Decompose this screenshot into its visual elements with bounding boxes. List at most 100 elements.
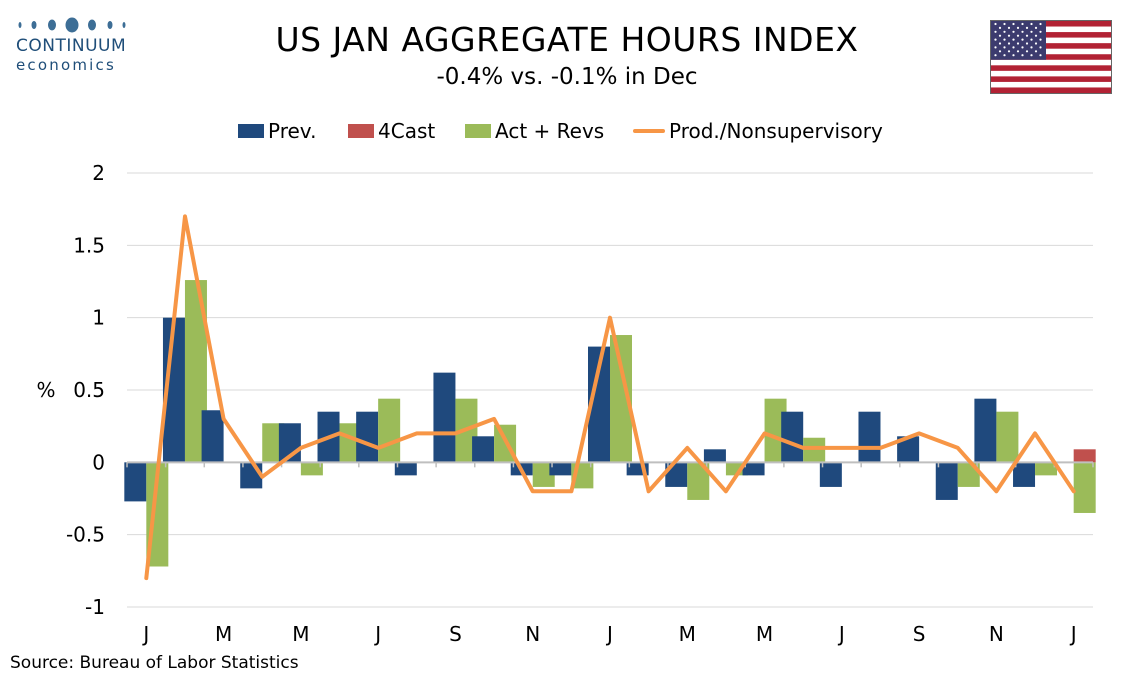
source-note: Source: Bureau of Labor Statistics [10, 653, 299, 673]
bar-act-revs [1035, 462, 1058, 476]
legend-label: 4Cast [378, 119, 435, 143]
legend-swatch [238, 124, 264, 138]
flag-star [1025, 50, 1029, 53]
flag-star [1025, 26, 1029, 29]
flag-stripe [991, 26, 1111, 33]
flag-star [1039, 46, 1042, 49]
flag-star [994, 22, 997, 26]
flag-stripe [991, 65, 1111, 72]
logo-subtitle: economics [16, 56, 116, 74]
flag-star [1025, 34, 1029, 37]
flag-stripe [991, 48, 1111, 55]
flag-stripe [991, 81, 1111, 88]
bar-prev [781, 411, 804, 463]
bar-act-revs [1073, 462, 1096, 513]
bar-act-revs [687, 462, 710, 500]
flag-star [1016, 50, 1020, 53]
flag-star [994, 30, 997, 33]
bar-prev [549, 462, 572, 476]
flag-stripe [991, 70, 1111, 77]
bar-act-revs [803, 437, 826, 463]
flag-star [1012, 30, 1015, 33]
flag-star [1007, 34, 1011, 37]
x-tick-label: N [989, 622, 1004, 646]
flag-star [998, 34, 1002, 37]
flag-stripe [991, 87, 1111, 93]
x-tick-label: S [913, 622, 926, 646]
bar-prev [858, 411, 881, 463]
bar-prev [742, 462, 765, 476]
flag-star [1039, 22, 1042, 26]
bar-prev [974, 398, 997, 463]
bar-prev [472, 436, 495, 463]
flag-star [1030, 22, 1033, 26]
y-tick-label: 2 [92, 161, 105, 185]
bar-prev [433, 372, 456, 463]
legend-4cast: 4Cast [348, 119, 435, 143]
flag-star [1039, 38, 1042, 41]
flag-stripe [991, 21, 1111, 27]
y-tick-label: -1 [85, 595, 105, 619]
bar-4cast [1073, 449, 1096, 463]
logo-name: CONTINUUM [16, 36, 127, 56]
flag-star [1007, 26, 1011, 29]
flag-star [1012, 46, 1015, 49]
flag-star [1030, 30, 1033, 33]
flag-star [994, 54, 997, 57]
flag-star [998, 50, 1002, 53]
flag-stripe [991, 32, 1111, 38]
flag-star [1034, 34, 1038, 37]
legend-swatch [348, 124, 374, 138]
bar-prev [819, 462, 842, 487]
flag-star [1003, 46, 1006, 49]
bar-prev [394, 462, 417, 476]
bar-act-revs [262, 423, 285, 463]
flag-star [1034, 50, 1038, 53]
y-tick-label: 1 [92, 306, 105, 330]
flag-star [1003, 22, 1006, 26]
flag-star [1016, 34, 1020, 37]
bar-prev [703, 449, 726, 463]
flag-star [1030, 46, 1033, 49]
line-prod-nonsupervisory [144, 214, 1076, 581]
x-tick-label: M [756, 622, 773, 646]
legend-swatch [465, 124, 491, 138]
flag-star [998, 26, 1002, 29]
x-tick-label: J [605, 622, 613, 646]
flag-star [1034, 26, 1038, 29]
legend-label: Prev. [268, 119, 316, 143]
flag-star [1007, 50, 1011, 53]
flag-star [998, 42, 1002, 45]
bar-act-revs [339, 423, 362, 463]
flag-star [1016, 26, 1020, 29]
flag-star [1039, 30, 1042, 33]
flag-stripe [991, 54, 1111, 61]
bar-prev [897, 436, 920, 463]
x-tick-label: M [292, 622, 309, 646]
flag-star [1012, 38, 1015, 41]
flag-star [1021, 22, 1024, 26]
legend-act-revs: Act + Revs [465, 119, 604, 143]
bar-act-revs [532, 462, 555, 487]
flag-star [994, 46, 997, 49]
bar-act-revs [764, 398, 787, 463]
flag-star [994, 38, 997, 41]
flag-star [1016, 42, 1020, 45]
flag-star [1039, 54, 1042, 57]
bar-prev [935, 462, 958, 500]
flag-star [1025, 42, 1029, 45]
y-tick-label: 0 [92, 450, 105, 474]
legend-prod-nonsupervisory: Prod./Nonsupervisory [633, 119, 883, 143]
bar-prev [1013, 462, 1036, 487]
y-tick-label: 1.5 [73, 233, 105, 257]
flag-star [1003, 38, 1006, 41]
bar-act-revs [610, 335, 632, 463]
flag-star [1003, 30, 1006, 33]
flag-star [1012, 22, 1015, 26]
flag-star [1021, 30, 1024, 33]
bar-act-revs [378, 398, 401, 463]
flag-star [1030, 38, 1033, 41]
y-tick-label: 0.5 [73, 378, 105, 402]
bar-prev [588, 346, 610, 463]
